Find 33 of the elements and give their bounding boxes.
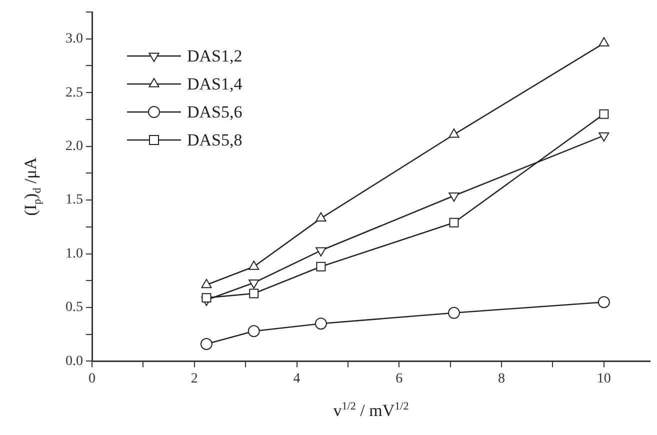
point (599, 109, 609, 119)
y-tick-label: 2.5 (66, 85, 83, 100)
point (598, 37, 610, 46)
y-tick-label: 1.0 (66, 246, 83, 262)
point (202, 293, 212, 303)
y-tick-label: 3.0 (66, 32, 83, 47)
point (448, 306, 460, 319)
legend-label: DAS5,8 (187, 130, 242, 150)
x-tick-label: 8 (498, 371, 506, 386)
point (200, 338, 212, 350)
x-tick-label: 6 (396, 371, 403, 386)
text: 0.0 (66, 354, 83, 369)
point (598, 296, 610, 308)
point (448, 128, 460, 138)
legend-label: DAS5,6 (187, 102, 242, 122)
x-tick-label: 10 (596, 371, 611, 386)
y-tick-label: 1.5 (66, 192, 83, 208)
point (201, 278, 212, 288)
legend-label: DAS1,2 (187, 46, 242, 66)
x-tick-label: 2 (190, 371, 198, 386)
point (449, 218, 459, 228)
point (316, 262, 326, 272)
point (249, 288, 259, 298)
legend-label: DAS1,4 (187, 74, 243, 94)
point (316, 212, 326, 222)
point (248, 260, 260, 270)
x-tick-label: 4 (293, 371, 300, 386)
y-axis-title: (Ip)d /μA (21, 156, 44, 216)
y-tick-label: 2.0 (66, 138, 83, 154)
y-tick-label: 0.5 (66, 300, 83, 316)
x-tick-label: 0 (88, 371, 96, 386)
point (314, 318, 327, 330)
point (248, 325, 260, 338)
